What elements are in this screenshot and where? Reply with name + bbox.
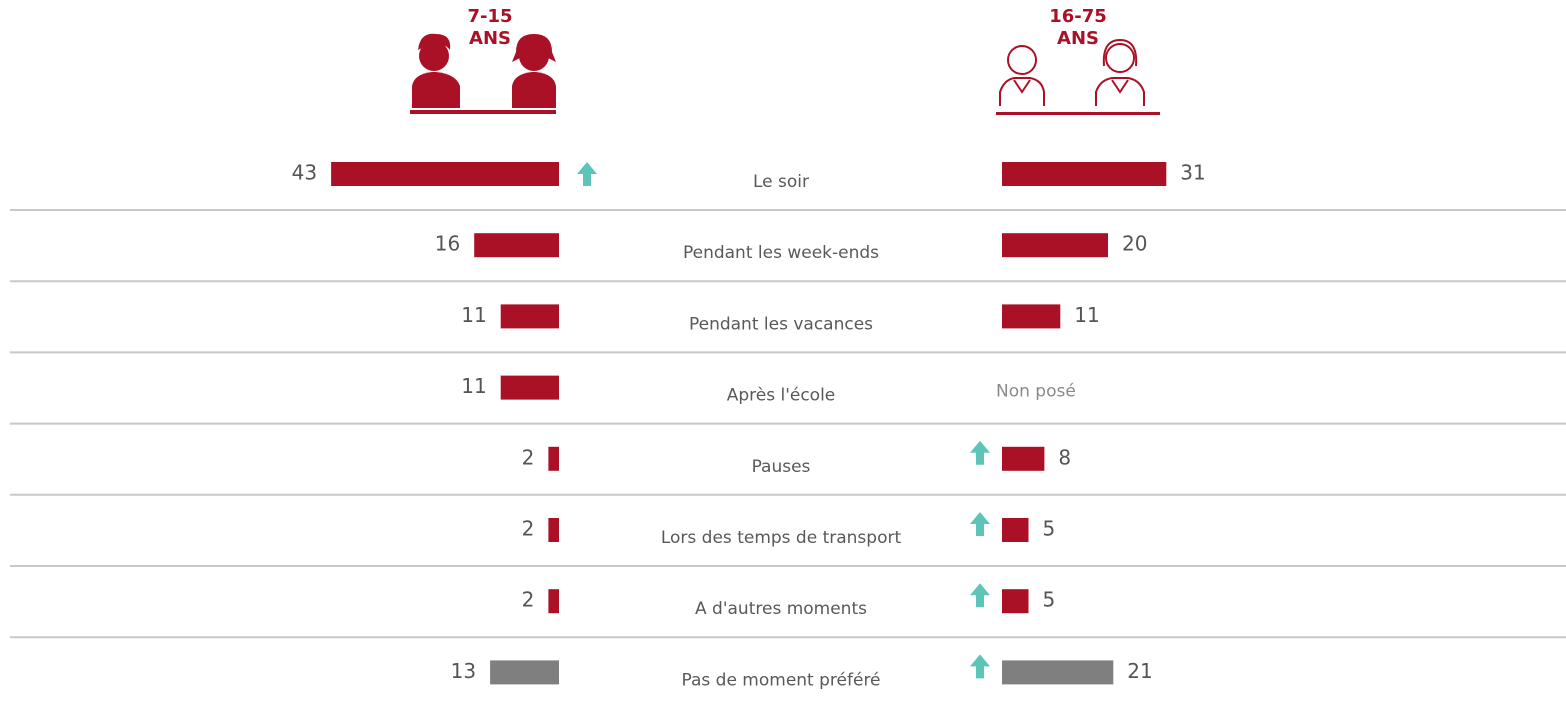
up-arrow	[577, 162, 597, 186]
value-label: 5	[1043, 588, 1056, 612]
up-arrow	[970, 654, 990, 679]
value-label: 11	[1074, 303, 1099, 327]
value-label: 11	[461, 303, 486, 327]
value-label: 2	[522, 588, 535, 612]
header-rule	[996, 112, 1160, 115]
bar	[500, 304, 559, 329]
category-label: Lors des temps de transport	[661, 528, 902, 548]
series-title: 7-15 ANS	[467, 6, 513, 49]
bar	[548, 446, 559, 471]
category-label: Pauses	[752, 457, 811, 477]
bar	[548, 589, 559, 614]
value-label: 43	[292, 161, 317, 185]
value-label: 11	[461, 374, 486, 398]
adults-icon	[999, 38, 1145, 106]
bar	[490, 660, 559, 685]
value-label: 21	[1127, 659, 1152, 683]
up-arrow	[970, 440, 990, 465]
bar	[331, 162, 559, 186]
value-label: 8	[1058, 445, 1071, 469]
category-label: Après l'école	[727, 386, 836, 406]
category-label: Le soir	[753, 172, 809, 192]
missing-label: Non posé	[996, 382, 1076, 402]
bar	[500, 375, 559, 400]
bar	[1002, 233, 1108, 258]
series-title: 16-75 ANS	[1049, 6, 1107, 49]
category-label: A d'autres moments	[695, 599, 867, 619]
value-label: 13	[451, 659, 476, 683]
bar	[548, 518, 559, 542]
value-label: 20	[1122, 232, 1147, 256]
bar	[1002, 589, 1029, 614]
category-label: Pendant les week-ends	[683, 243, 879, 263]
bar	[1002, 304, 1061, 329]
value-label: 2	[522, 517, 535, 541]
up-arrow	[970, 512, 990, 536]
value-label: 16	[435, 232, 460, 256]
up-arrow	[970, 583, 990, 608]
bar	[474, 233, 559, 258]
category-label: Pas de moment préféré	[681, 670, 880, 690]
bar	[1002, 518, 1029, 542]
bar	[1002, 660, 1114, 685]
kids-icon	[410, 33, 556, 114]
bar	[1002, 162, 1167, 186]
category-label: Pendant les vacances	[689, 314, 873, 334]
value-label: 2	[522, 445, 535, 469]
value-label: 5	[1043, 517, 1056, 541]
bar	[1002, 446, 1045, 471]
value-label: 31	[1180, 161, 1205, 185]
